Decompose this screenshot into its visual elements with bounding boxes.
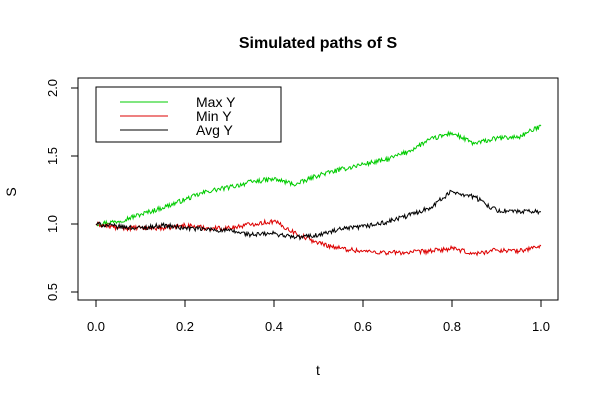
series-layer (95, 124, 542, 257)
x-tick-label: 0.2 (176, 319, 194, 334)
legend-label: Avg Y (196, 122, 234, 138)
y-tick-label: 0.5 (45, 283, 60, 301)
series-line-max-y (95, 124, 542, 227)
x-tick-label: 1.0 (532, 319, 550, 334)
y-axis-label: S (3, 187, 19, 196)
series-line-avg-y (95, 189, 541, 241)
series-line-min-y (95, 218, 542, 257)
x-tick-label: 0.8 (443, 319, 461, 334)
legend-box (95, 86, 282, 143)
y-axis: 0.5 1.0 1.5 2.0 (45, 79, 79, 301)
x-tick-label: 0.4 (265, 319, 283, 334)
x-axis-label: t (316, 362, 320, 378)
chart-title: Simulated paths of S (239, 35, 398, 52)
x-tick-label: 0.6 (354, 319, 372, 334)
y-tick-label: 2.0 (45, 79, 60, 97)
y-tick-label: 1.5 (45, 147, 60, 165)
legend-label: Min Y (196, 108, 232, 124)
x-axis: 0.0 0.2 0.4 0.6 0.8 1.0 (87, 299, 550, 334)
legend-label: Max Y (196, 94, 236, 110)
y-tick-label: 1.0 (45, 215, 60, 233)
x-tick-label: 0.0 (87, 319, 105, 334)
